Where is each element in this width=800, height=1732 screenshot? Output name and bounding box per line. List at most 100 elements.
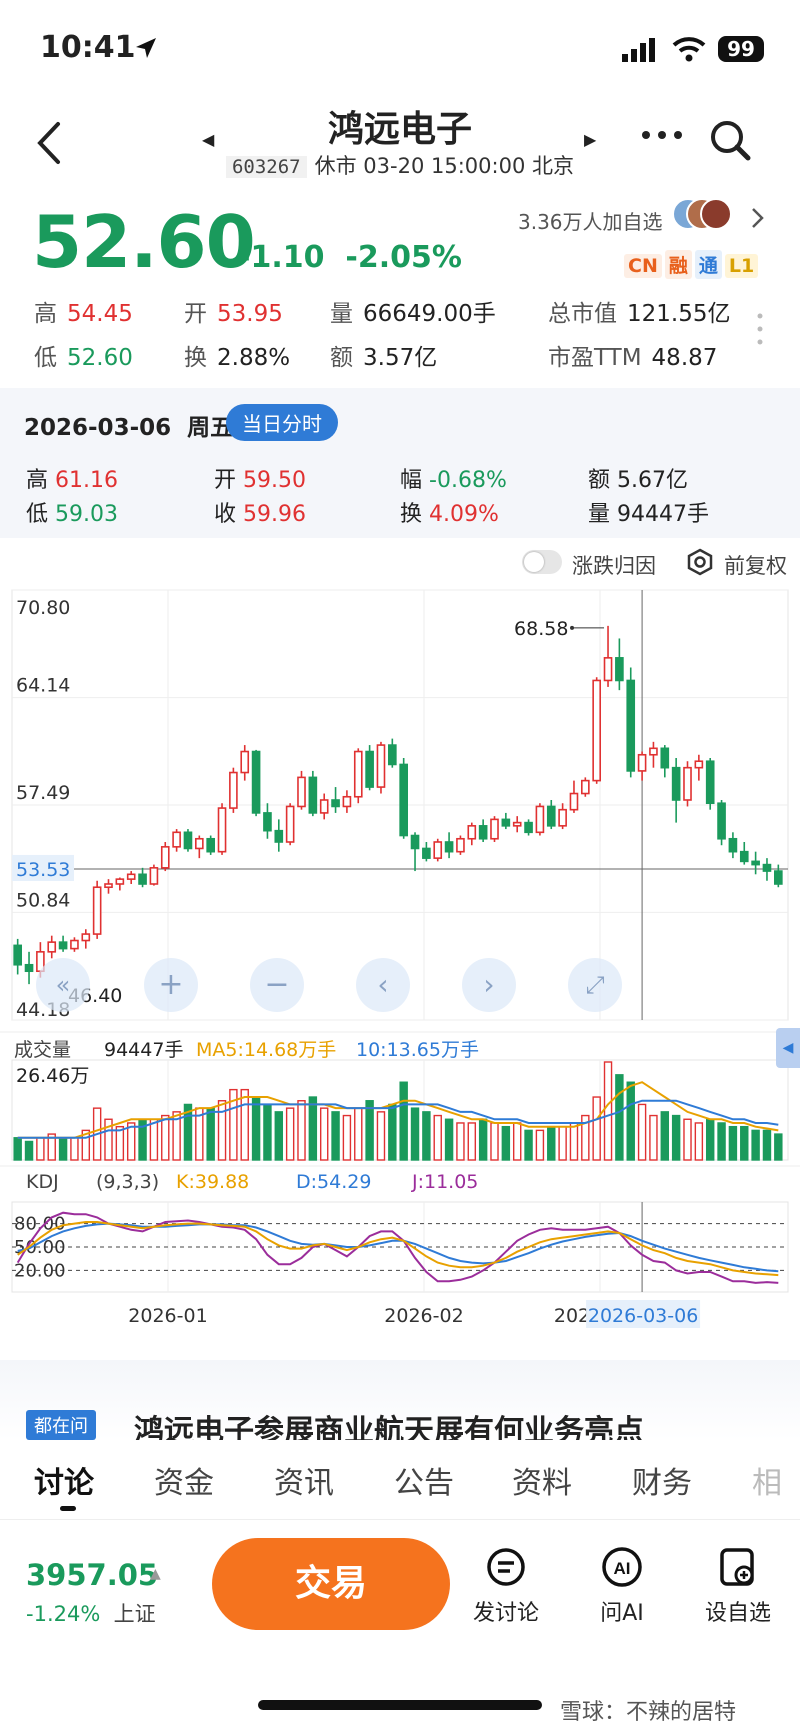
candle <box>694 760 704 769</box>
tab-funds[interactable]: 资金 <box>154 1466 214 1501</box>
zoom-in-icon[interactable]: + <box>144 958 198 1012</box>
volume-bar <box>126 1122 136 1161</box>
next-stock-icon[interactable]: ▶ <box>584 130 597 149</box>
panel-expand-icon[interactable]: ◀ <box>776 1028 800 1068</box>
badge-margin: 融 <box>664 250 692 279</box>
volume-bar <box>547 1125 556 1161</box>
stat-volume: 量 66649.00手 <box>330 301 496 327</box>
candle <box>637 753 647 772</box>
kdj-d-value: D:54.29 <box>296 1171 371 1193</box>
volume-bar <box>285 1107 295 1161</box>
stock-chart[interactable]: 70.8064.1457.4950.8444.1853.5368.5846.40… <box>0 580 800 1360</box>
post-discussion-button[interactable]: 发讨论 <box>456 1545 556 1627</box>
candle <box>467 825 477 840</box>
more-icon[interactable] <box>640 128 684 142</box>
add-watchlist-button[interactable]: 设自选 <box>688 1545 788 1627</box>
volume-bar <box>36 1137 45 1161</box>
zoom-out-icon[interactable]: − <box>250 958 304 1012</box>
candle <box>683 766 692 801</box>
y-tick-label: 50.84 <box>16 889 70 911</box>
news-strip[interactable]: 都在问 鸿远电子参展商业航天展有何业务亮点 <box>0 1360 800 1449</box>
market-badges: CN 融通 L1 <box>624 250 761 279</box>
chevron-right-icon[interactable] <box>750 206 766 230</box>
volume-ma5-line <box>17 1081 779 1139</box>
candle <box>739 850 749 863</box>
volume-bar <box>13 1137 22 1161</box>
y-tick-label: 64.14 <box>16 675 70 697</box>
ask-ai-button[interactable]: AI 问AI <box>572 1545 672 1627</box>
index-change: -1.24% 上证 <box>26 1602 156 1626</box>
fullscreen-icon[interactable]: ⤢ <box>568 958 622 1012</box>
candle <box>172 831 181 848</box>
candle <box>660 747 670 769</box>
index-expand-icon[interactable]: ▲ <box>150 1566 161 1582</box>
candle <box>512 821 522 827</box>
intraday-button[interactable]: 当日分时 <box>226 404 338 441</box>
candle <box>751 860 760 866</box>
volume-bar <box>263 1103 272 1161</box>
volume-bar <box>319 1107 329 1161</box>
candle <box>251 750 261 814</box>
trade-button[interactable]: 交易 <box>212 1538 450 1630</box>
crosshair-date: 2026-03-06 <box>588 1305 698 1327</box>
status-bar: 10:41 99 <box>0 0 800 100</box>
volume-bar <box>331 1111 340 1161</box>
volume-bar <box>603 1061 613 1161</box>
tab-profile[interactable]: 资料 <box>512 1466 572 1501</box>
candle <box>285 805 295 843</box>
candle <box>626 679 636 772</box>
volume-series <box>13 1061 783 1161</box>
stat-mktcap: 总市值 121.55亿 <box>548 301 731 327</box>
scroll-left-icon[interactable]: ‹ <box>356 958 410 1012</box>
volume-bar <box>399 1081 408 1161</box>
tab-financials[interactable]: 财务 <box>632 1466 692 1501</box>
scroll-left-fast-icon[interactable]: « <box>36 958 90 1012</box>
candle <box>365 750 374 788</box>
volume-bar <box>637 1103 647 1161</box>
candle <box>308 776 318 814</box>
day-turnover: 换 4.09% <box>400 502 499 527</box>
search-icon[interactable] <box>708 118 752 162</box>
stat-high: 高 54.45 <box>34 301 133 327</box>
scroll-right-icon[interactable]: › <box>462 958 516 1012</box>
adjust-label[interactable]: 前复权 <box>724 554 787 578</box>
volume-bar <box>456 1122 465 1161</box>
tab-news[interactable]: 资讯 <box>274 1466 334 1501</box>
attribution-label: 涨跌归因 <box>572 554 656 578</box>
candle <box>126 873 136 880</box>
volume-ma10-line <box>17 1099 779 1139</box>
candle <box>717 802 726 840</box>
volume-bar <box>626 1081 635 1161</box>
prev-stock-icon[interactable]: ◀ <box>202 130 215 149</box>
volume-bar <box>217 1100 227 1161</box>
adjust-settings-icon[interactable] <box>686 548 714 576</box>
candle <box>240 750 250 774</box>
tab-discussion[interactable]: 讨论 <box>34 1466 94 1501</box>
volume-bar <box>535 1129 545 1161</box>
volume-bar <box>81 1129 91 1161</box>
candle <box>399 763 408 837</box>
watchlist-icon <box>720 1548 754 1586</box>
index-value[interactable]: 3957.05 <box>26 1558 159 1592</box>
volume-bar <box>161 1114 170 1161</box>
avatar-group[interactable] <box>672 198 736 232</box>
back-icon[interactable] <box>34 118 64 168</box>
volume-bar <box>274 1111 284 1161</box>
watchers-count[interactable]: 3.36万人加自选 <box>518 210 663 234</box>
candle <box>115 878 125 885</box>
volume-title: 成交量 <box>14 1039 71 1061</box>
kdj-k-line <box>17 1221 779 1277</box>
home-indicator <box>258 1700 542 1710</box>
candle <box>331 799 340 808</box>
tab-announcements[interactable]: 公告 <box>394 1466 454 1501</box>
change-amount: -1.10 <box>238 240 325 275</box>
volume-bar <box>774 1133 783 1161</box>
stock-title: 鸿远电子 <box>327 109 472 150</box>
day-high: 高 61.16 <box>26 468 118 493</box>
tab-related[interactable]: 相 <box>752 1466 782 1501</box>
badge-connect: 通 <box>694 250 722 279</box>
stat-amount: 额 3.57亿 <box>330 345 438 371</box>
candle <box>183 831 193 850</box>
candle <box>229 771 238 809</box>
expand-dots-icon[interactable] <box>756 312 764 346</box>
